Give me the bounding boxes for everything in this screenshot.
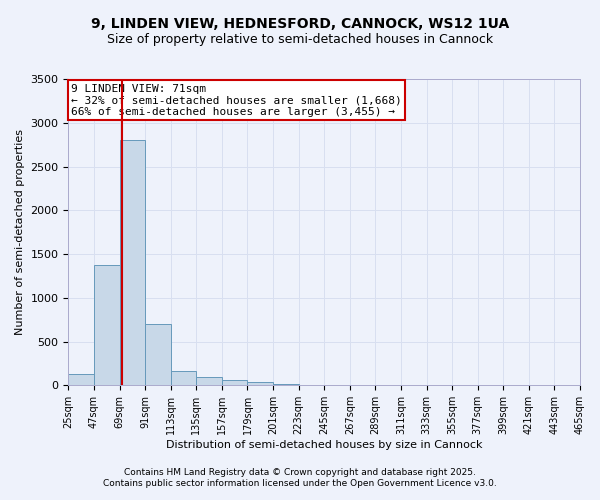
Bar [119,140,145,386]
Text: Contains HM Land Registry data © Crown copyright and database right 2025.
Contai: Contains HM Land Registry data © Crown c… [103,468,497,487]
Bar [273,384,299,386]
Bar [94,264,119,386]
Bar [247,382,273,386]
Bar [145,324,171,386]
Bar [222,380,247,386]
Y-axis label: Number of semi-detached properties: Number of semi-detached properties [15,129,25,335]
Text: Size of property relative to semi-detached houses in Cannock: Size of property relative to semi-detach… [107,32,493,46]
Text: 9 LINDEN VIEW: 71sqm
← 32% of semi-detached houses are smaller (1,668)
66% of se: 9 LINDEN VIEW: 71sqm ← 32% of semi-detac… [71,84,402,117]
Bar [171,372,196,386]
X-axis label: Distribution of semi-detached houses by size in Cannock: Distribution of semi-detached houses by … [166,440,482,450]
Bar [196,376,222,386]
Text: 9, LINDEN VIEW, HEDNESFORD, CANNOCK, WS12 1UA: 9, LINDEN VIEW, HEDNESFORD, CANNOCK, WS1… [91,18,509,32]
Bar [68,374,94,386]
